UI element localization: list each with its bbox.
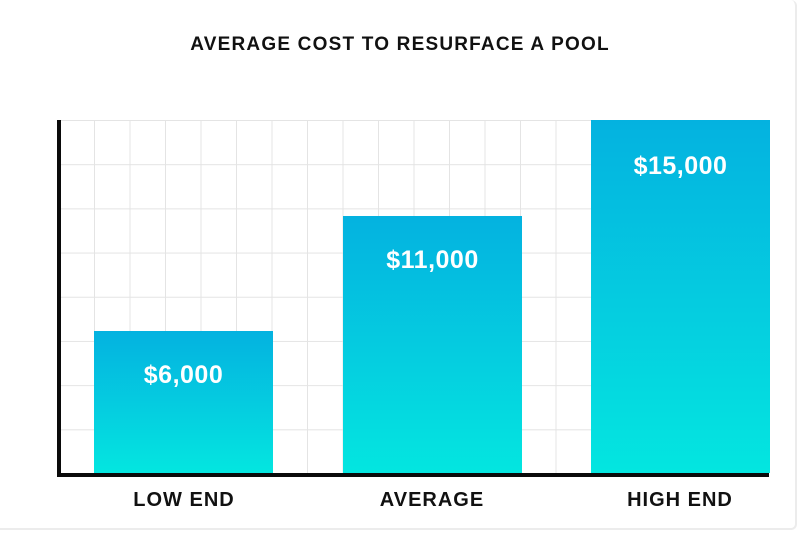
bar-low-end: $6,000	[94, 331, 273, 473]
bar-high-end: $15,000	[591, 120, 770, 473]
bar-value-label: $11,000	[386, 246, 479, 274]
chart-title: AVERAGE COST TO RESURFACE A POOL	[190, 34, 610, 55]
bar-average: $11,000	[343, 216, 522, 473]
x-axis-line	[57, 473, 769, 477]
category-label-average: AVERAGE	[379, 489, 485, 511]
category-label-high-end: HIGH END	[627, 489, 733, 511]
y-axis-line	[57, 120, 61, 477]
bar-value-label: $6,000	[143, 361, 224, 389]
bar-value-label: $15,000	[633, 152, 728, 180]
category-label-low-end: LOW END	[133, 489, 235, 511]
